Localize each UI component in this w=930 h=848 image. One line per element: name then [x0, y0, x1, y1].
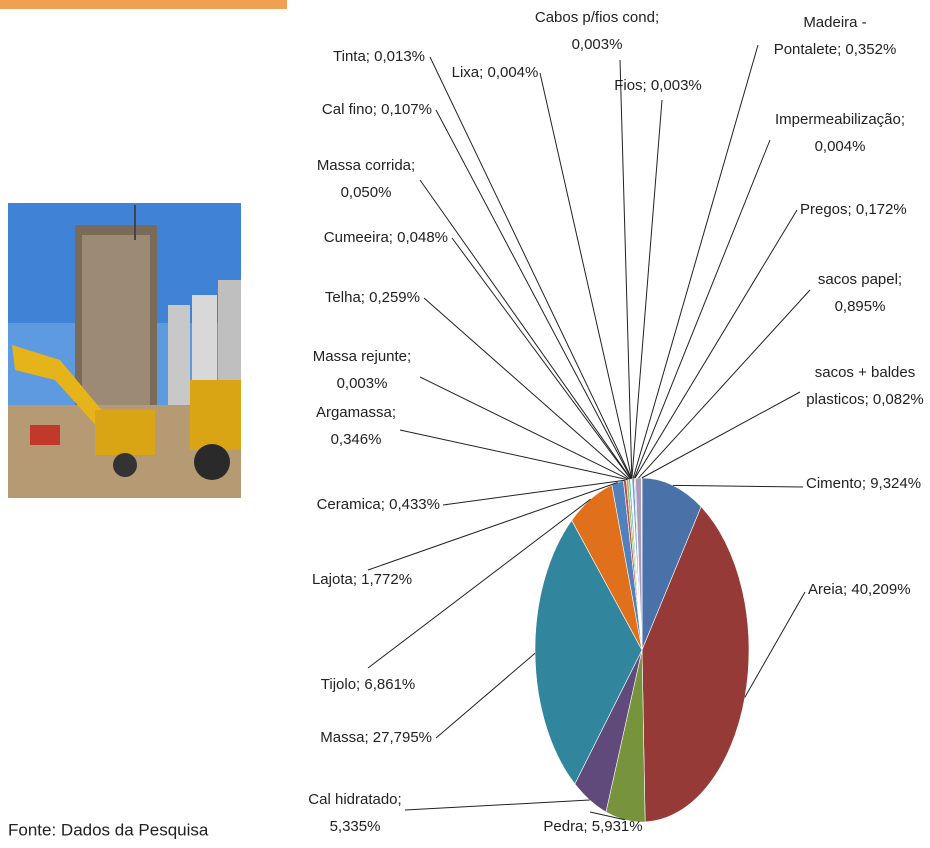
data-label: Ceramica; 0,433% — [317, 496, 440, 513]
data-label: Impermeabilização; 0,004% — [775, 111, 905, 155]
label-line: 0,050% — [341, 184, 392, 201]
leader-line — [619, 59, 633, 479]
leader-line — [419, 376, 629, 480]
data-label: Tinta; 0,013% — [333, 48, 425, 65]
data-label: Cal fino; 0,107% — [322, 101, 432, 118]
leader-line — [633, 139, 771, 479]
label-line: plasticos; 0,082% — [806, 391, 924, 408]
leader-line — [631, 99, 663, 479]
label-line: 0,004% — [815, 138, 866, 155]
source-note: Fonte: Dados da Pesquisa — [8, 820, 209, 839]
accent-bar — [0, 0, 287, 9]
leader-line — [632, 44, 759, 479]
leader-line — [435, 652, 536, 739]
leader-line — [399, 429, 628, 481]
data-label: Lajota; 1,772% — [312, 571, 412, 588]
data-label: Areia; 40,209% — [808, 581, 911, 598]
data-label: Tijolo; 6,861% — [321, 676, 416, 693]
leader-line — [442, 479, 625, 506]
data-label: sacos papel; 0,895% — [818, 271, 902, 315]
leader-line — [423, 297, 630, 480]
leader-line — [539, 72, 633, 479]
leader-line — [435, 109, 632, 480]
data-label: sacos + baldes plasticos; 0,082% — [806, 364, 924, 408]
data-label: Pedra; 5,931% — [543, 818, 642, 835]
label-line: 0,346% — [331, 431, 382, 448]
leader-line — [634, 209, 798, 479]
data-label: Massa; 27,795% — [320, 729, 432, 746]
data-label: Cal hidratado; 5,335% — [308, 791, 401, 835]
label-line: Madeira - — [803, 14, 866, 31]
data-label: Cabos p/fios cond; 0,003% — [535, 9, 659, 53]
label-line: 0,003% — [572, 36, 623, 53]
leader-line — [429, 56, 633, 480]
label-line: 5,335% — [330, 818, 381, 835]
label-line: Massa corrida; — [317, 157, 415, 174]
leader-line — [404, 799, 590, 811]
label-line: sacos + baldes — [815, 364, 915, 381]
data-label: Lixa; 0,004% — [452, 64, 539, 81]
data-label: Argamassa; 0,346% — [316, 404, 396, 448]
leader-line — [419, 179, 632, 480]
data-label: Cimento; 9,324% — [806, 475, 921, 492]
data-label: Massa corrida; 0,050% — [317, 157, 415, 201]
leader-line — [367, 498, 591, 669]
leader-line — [367, 482, 618, 571]
photo — [8, 203, 241, 498]
label-line: sacos papel; — [818, 271, 902, 288]
leader-line — [451, 237, 631, 480]
label-line: 0,895% — [835, 298, 886, 315]
data-label: Pregos; 0,172% — [800, 201, 907, 218]
leader-line — [589, 811, 626, 821]
label-line: Impermeabilização; — [775, 111, 905, 128]
leader-line — [744, 591, 806, 698]
label-line: Cabos p/fios cond; — [535, 9, 659, 26]
label-line: Cal hidratado; — [308, 791, 401, 808]
data-label: Telha; 0,259% — [325, 289, 420, 306]
data-label: Fios; 0,003% — [614, 77, 702, 94]
data-label: Madeira - Pontalete; 0,352% — [774, 14, 897, 58]
leader-line — [672, 484, 804, 488]
label-line: Massa rejunte; — [313, 348, 411, 365]
label-line: 0,003% — [337, 375, 388, 392]
leader-line — [638, 289, 811, 479]
pie-slice — [641, 477, 702, 651]
label-line: Pontalete; 0,352% — [774, 41, 897, 58]
leader-line — [641, 391, 801, 479]
label-line: Argamassa; — [316, 404, 396, 421]
data-label: Cumeeira; 0,048% — [324, 229, 448, 246]
data-label: Massa rejunte; 0,003% — [313, 348, 411, 392]
